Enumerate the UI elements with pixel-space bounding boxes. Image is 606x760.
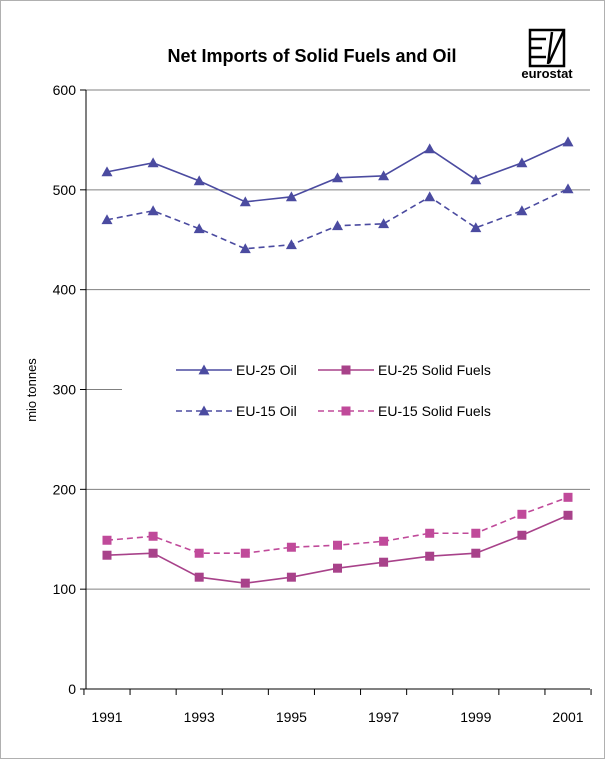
y-tick-label-600: 600 (53, 82, 77, 98)
legend-label-1: EU-25 Solid Fuels (378, 362, 491, 378)
legend-marker-0 (198, 364, 210, 375)
data-point-3-2001 (563, 492, 573, 502)
data-point-0-1999 (470, 174, 482, 185)
chart-title: Net Imports of Solid Fuels and Oil (167, 46, 456, 66)
data-point-1-1999 (471, 548, 481, 558)
legend-label-0: EU-25 Oil (236, 362, 297, 378)
legend-label-3: EU-15 Solid Fuels (378, 403, 491, 419)
data-point-1-2000 (517, 530, 527, 540)
data-point-0-1995 (285, 191, 297, 202)
x-tick-label-1997: 1997 (368, 709, 399, 725)
data-point-2-2001 (562, 183, 574, 194)
data-point-2-1995 (285, 239, 297, 250)
x-tick-label-1995: 1995 (276, 709, 307, 725)
y-axis-label: mio tonnes (24, 358, 39, 422)
data-point-2-1998 (424, 191, 436, 202)
data-point-3-1999 (471, 528, 481, 538)
series (101, 136, 574, 588)
legend-entry-3: EU-15 Solid Fuels (318, 403, 491, 419)
data-point-3-2000 (517, 509, 527, 519)
data-point-3-1996 (333, 540, 342, 550)
gridlines (86, 89, 590, 590)
y-tick-label-200: 200 (53, 481, 77, 497)
data-point-1-1993 (194, 572, 204, 582)
data-point-1-1994 (240, 578, 250, 588)
series-3 (102, 492, 573, 558)
data-point-2-1993 (193, 223, 205, 234)
data-point-2-2000 (516, 205, 528, 216)
data-point-0-1994 (239, 196, 251, 207)
data-point-1-1995 (286, 572, 296, 582)
data-point-1-1996 (333, 563, 342, 573)
data-point-3-1991 (102, 535, 112, 545)
legend-entry-1: EU-25 Solid Fuels (318, 362, 491, 378)
data-point-1-1992 (148, 548, 158, 558)
series-0 (101, 136, 574, 207)
data-point-2-1996 (332, 220, 343, 231)
data-point-0-1996 (332, 172, 343, 183)
x-tick-label-1999: 1999 (460, 709, 491, 725)
data-point-0-1993 (193, 175, 205, 186)
tick-labels: 0 100 200 300 400 500 600 1991 1993 1995 1997 1999 2… (53, 82, 584, 725)
data-point-3-1998 (425, 528, 435, 538)
y-tick-label-400: 400 (53, 282, 77, 298)
legend-marker-1 (341, 365, 351, 375)
logo-text: eurostat (521, 66, 573, 81)
data-point-1-1998 (425, 551, 435, 561)
series-1 (102, 510, 573, 588)
data-point-2-1999 (470, 222, 482, 233)
legend: EU-25 Oil EU-25 Solid Fuels EU-15 Oil EU-15… (176, 362, 491, 419)
data-point-3-1997 (379, 536, 389, 546)
y-tick-label-100: 100 (53, 581, 77, 597)
legend-entry-2: EU-15 Oil (176, 403, 297, 419)
y-tick-label-300: 300 (53, 382, 77, 398)
data-point-2-1997 (378, 218, 390, 229)
data-point-3-1993 (194, 548, 204, 558)
data-point-0-2001 (562, 136, 574, 147)
y-tick-label-500: 500 (53, 182, 77, 198)
data-point-1-2001 (563, 510, 573, 520)
data-point-2-1991 (101, 214, 113, 225)
data-point-0-1991 (101, 166, 113, 177)
data-point-2-1992 (147, 205, 159, 216)
legend-marker-2 (198, 405, 210, 416)
data-point-0-1998 (424, 143, 436, 154)
data-point-3-1994 (240, 548, 250, 558)
legend-entry-0: EU-25 Oil (176, 362, 297, 378)
data-point-1-1991 (102, 550, 112, 560)
data-point-0-2000 (516, 157, 528, 168)
data-point-3-1992 (148, 531, 158, 541)
series-2 (101, 183, 574, 254)
data-point-0-1997 (378, 170, 390, 181)
legend-label-2: EU-15 Oil (236, 403, 297, 419)
eurostat-logo: eurostat (521, 28, 573, 81)
data-point-0-1992 (147, 157, 159, 168)
data-point-1-1997 (379, 557, 389, 567)
x-tick-label-1993: 1993 (184, 709, 215, 725)
axes (80, 89, 592, 695)
y-tick-label-0: 0 (68, 681, 76, 697)
data-point-2-1994 (239, 243, 251, 254)
x-tick-label-2001: 2001 (552, 709, 583, 725)
legend-marker-3 (341, 406, 351, 416)
x-tick-label-1991: 1991 (91, 709, 122, 725)
data-point-3-1995 (286, 542, 296, 552)
